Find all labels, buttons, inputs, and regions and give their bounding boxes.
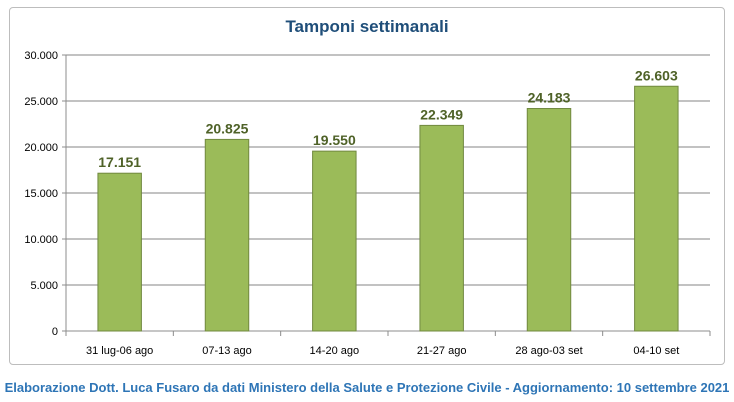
y-tick-label: 0 [52,326,58,338]
bar [526,108,572,332]
x-tick-label: 28 ago-03 set [515,345,582,357]
bar-chart: 0 5.000 10.000 15.000 20.000 25.000 30.000 31 l… [24,50,711,357]
x-tick-label: 04-10 set [633,345,679,357]
x-tick-label: 07-13 ago [202,345,252,357]
bar [97,172,142,332]
bar [312,150,357,332]
data-label: 22.349 [420,106,463,122]
credit-caption: Elaborazione Dott. Luca Fusaro da dati M… [4,380,730,395]
data-label: 20.825 [206,120,249,136]
data-label: 24.183 [528,90,571,106]
data-label: 26.603 [635,67,678,83]
data-label: 17.151 [98,154,141,170]
y-tick-label: 15.000 [24,188,58,200]
y-tick-label: 10.000 [24,234,58,246]
x-tick-label: 14-20 ago [310,345,360,357]
y-tick-label: 30.000 [24,50,58,62]
x-tick-label: 31 lug-06 ago [86,345,153,357]
chart-title: Tamponi settimanali [285,17,449,36]
y-tick-label: 5.000 [30,280,58,292]
bar [634,85,679,332]
x-tick-label: 21-27 ago [417,345,467,357]
y-tick-label: 25.000 [24,96,58,108]
bar [204,138,250,332]
y-tick-label: 20.000 [24,142,58,154]
data-label: 19.550 [313,132,356,148]
bar [419,124,464,332]
